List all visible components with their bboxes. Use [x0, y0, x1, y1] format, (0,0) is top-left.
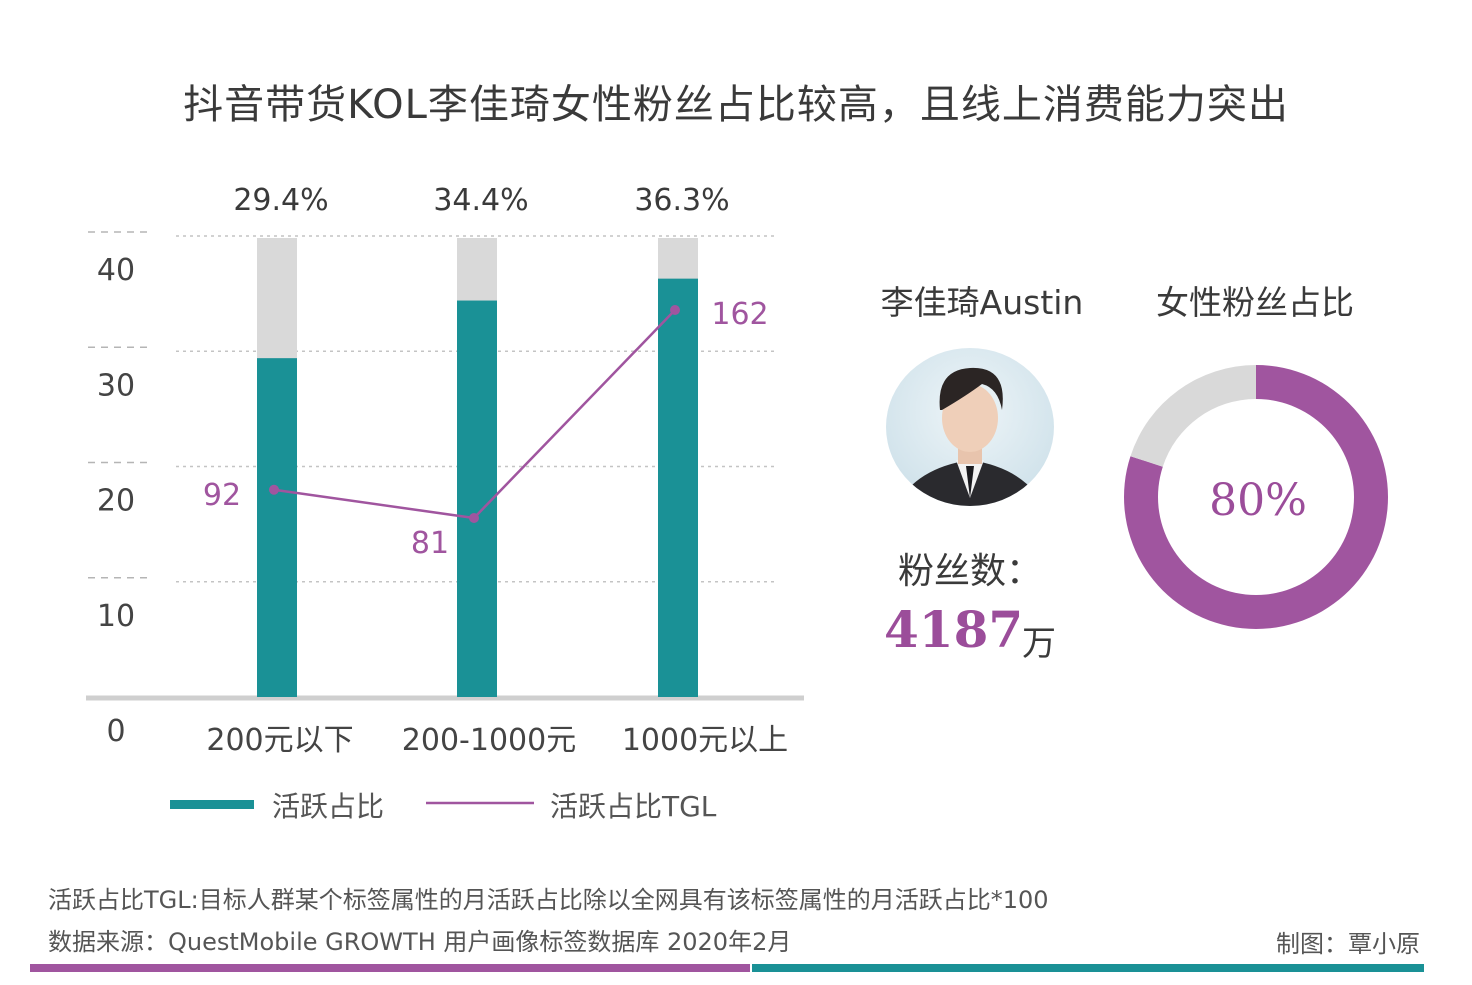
bar-value-label: 29.4%: [233, 183, 328, 218]
chart-title: 抖音带货KOL李佳琦女性粉丝占比较高，且线上消费能力突出: [183, 82, 1289, 128]
fans-label: 粉丝数：: [897, 551, 1042, 592]
legend-label-bar: 活跃占比: [272, 790, 384, 823]
y-tick-label: 0: [106, 714, 125, 749]
legend-label-line: 活跃占比TGL: [550, 790, 717, 823]
tgl-value-label: 81: [411, 526, 449, 561]
x-tick-label: 200-1000元: [402, 723, 576, 758]
bar: [457, 300, 497, 697]
donut-slice-other: [1130, 365, 1256, 467]
bar-value-label: 34.4%: [433, 183, 528, 218]
data-source: 数据来源：QuestMobile GROWTH 用户画像标签数据库 2020年2…: [48, 928, 792, 956]
y-tick-label: 40: [97, 253, 135, 288]
bar: [658, 278, 698, 697]
tgl-point: [670, 305, 680, 315]
x-tick-label: 1000元以上: [622, 723, 788, 758]
tgl-value-label: 162: [711, 297, 768, 332]
tgl-value-label: 92: [203, 478, 241, 513]
bottom-accent-bar-purple: [30, 964, 750, 972]
donut-center-label: 80%: [1209, 475, 1307, 526]
donut-title: 女性粉丝占比: [1156, 283, 1354, 322]
legend-swatch-bar: [170, 800, 254, 809]
fans-unit: 万: [1022, 624, 1056, 664]
credit: 制图：覃小原: [1276, 930, 1420, 958]
bar: [257, 358, 297, 697]
tgl-point: [269, 484, 279, 495]
footnote: 活跃占比TGL:目标人群某个标签属性的月活跃占比除以全网具有该标签属性的月活跃占…: [48, 886, 1049, 914]
y-tick-label: 30: [97, 368, 135, 403]
y-tick-label: 20: [97, 484, 135, 519]
y-tick-label: 10: [97, 599, 135, 634]
avatar: [886, 348, 1054, 506]
tgl-point: [469, 513, 479, 523]
person-name: 李佳琦Austin: [880, 283, 1084, 322]
fans-value: 4187: [884, 600, 1024, 659]
bar-value-label: 36.3%: [634, 183, 729, 218]
bottom-accent-bar-teal: [752, 964, 1424, 972]
x-tick-label: 200元以下: [206, 723, 353, 758]
